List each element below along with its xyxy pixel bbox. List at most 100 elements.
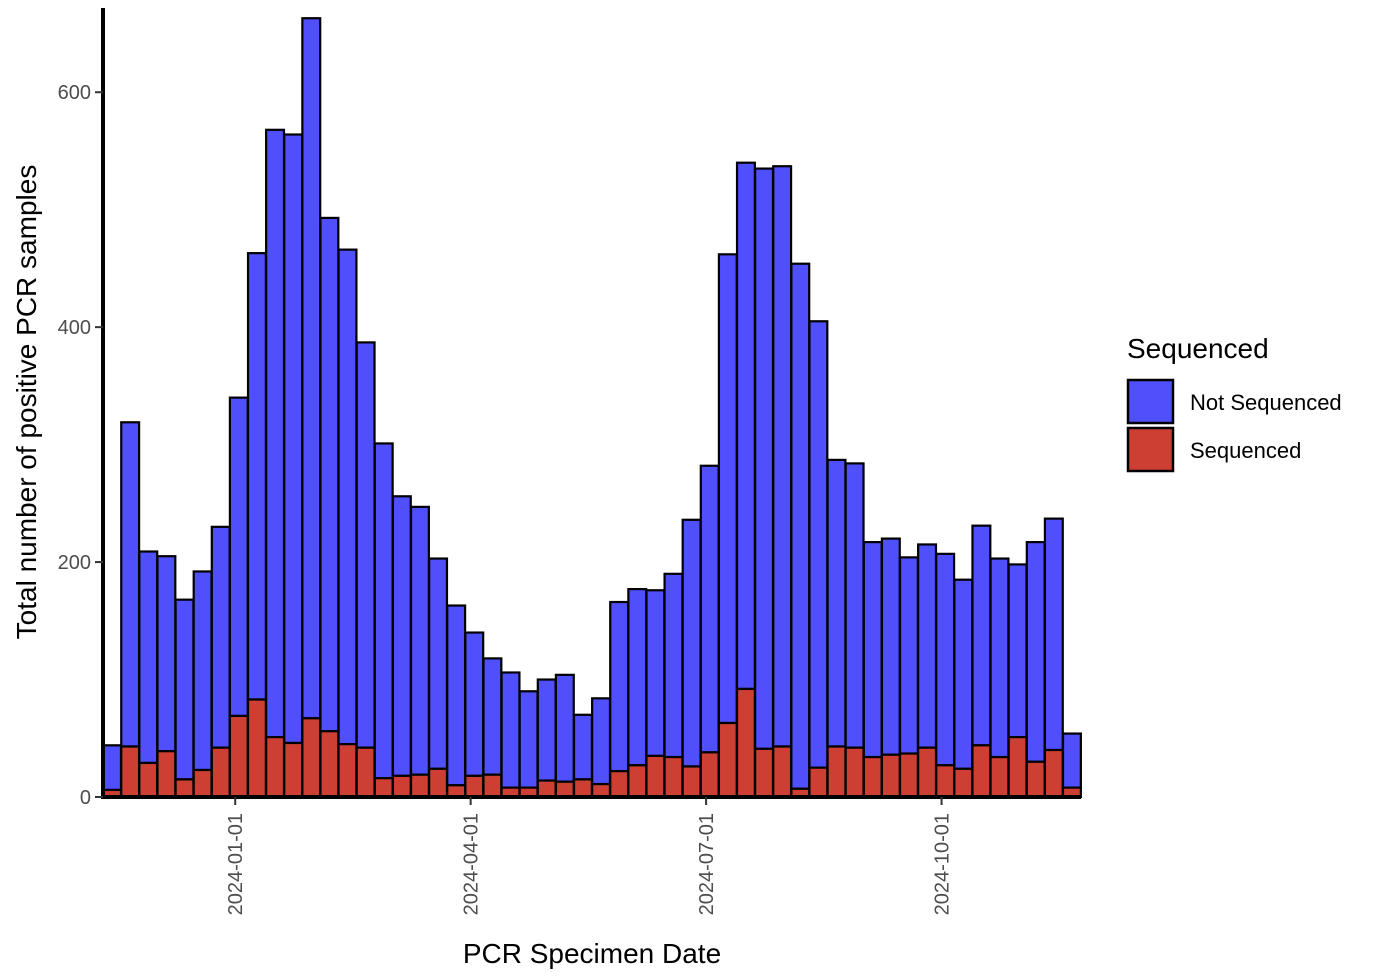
axes-layer: 0 200 400 600 2024-01-01 2024-04-01 2024-07-01… (58, 8, 1081, 915)
bar-not-sequenced (228, 396, 249, 718)
bar-not-sequenced (464, 631, 485, 777)
bar-not-sequenced (337, 248, 358, 746)
bar-not-sequenced (898, 556, 919, 755)
bar-sequenced (373, 777, 394, 799)
bar-not-sequenced (283, 133, 304, 745)
bar-not-sequenced (681, 518, 702, 768)
bar-not-sequenced (446, 604, 467, 787)
bar-not-sequenced (482, 657, 503, 776)
bar-sequenced (862, 755, 883, 799)
y-axis-title: Total number of positive PCR samples (11, 165, 42, 640)
bar-sequenced (663, 755, 684, 799)
bar-sequenced (971, 744, 992, 799)
bar-not-sequenced (120, 421, 141, 748)
legend-label-sequenced: Sequenced (1190, 438, 1301, 463)
bar-sequenced (355, 746, 376, 799)
bar-not-sequenced (699, 464, 720, 754)
bar-not-sequenced (808, 320, 829, 769)
legend-key-sequenced (1126, 426, 1175, 473)
bar-sequenced (391, 774, 412, 799)
bar-not-sequenced (373, 442, 394, 780)
bar-not-sequenced (627, 587, 648, 767)
bar-sequenced (428, 767, 449, 799)
bar-not-sequenced (645, 589, 666, 757)
bar-not-sequenced (518, 690, 539, 789)
bar-sequenced (464, 774, 485, 799)
legend-key-not-sequenced (1126, 378, 1175, 425)
bar-sequenced (120, 745, 141, 799)
bar-not-sequenced (663, 572, 684, 759)
bar-sequenced (699, 751, 720, 799)
bar-sequenced (844, 746, 865, 799)
bar-not-sequenced (935, 552, 956, 767)
bar-sequenced (989, 755, 1010, 799)
bar-sequenced (210, 746, 231, 799)
bar-not-sequenced (192, 570, 213, 772)
y-tick-label: 400 (58, 317, 91, 339)
bar-sequenced (735, 687, 756, 799)
bar-sequenced (609, 770, 630, 799)
bar-not-sequenced (591, 697, 612, 786)
x-tick-label: 2024-04-01 (461, 813, 483, 915)
bar-not-sequenced (609, 600, 630, 773)
bar-sequenced (898, 752, 919, 799)
bar-not-sequenced (210, 525, 231, 749)
bar-not-sequenced (1043, 517, 1064, 752)
bar-not-sequenced (156, 555, 177, 753)
bar-not-sequenced (319, 216, 340, 733)
bar-not-sequenced (409, 505, 430, 776)
bar-not-sequenced (428, 557, 449, 770)
bar-sequenced (717, 721, 738, 799)
x-tick-label: 2024-01-01 (225, 813, 247, 915)
bar-not-sequenced (754, 167, 775, 750)
bar-not-sequenced (246, 252, 267, 701)
bar-not-sequenced (500, 671, 521, 789)
bar-sequenced (627, 764, 648, 799)
y-tick-label: 0 (80, 787, 91, 809)
bar-sequenced (1043, 748, 1064, 799)
bar-sequenced (935, 764, 956, 799)
bar-sequenced (301, 717, 322, 799)
bar-not-sequenced (880, 537, 901, 756)
bar-not-sequenced (355, 341, 376, 749)
bar-sequenced (554, 780, 575, 799)
bar-sequenced (228, 714, 249, 799)
bar-sequenced (1025, 760, 1046, 799)
legend-label-not-sequenced: Not Sequenced (1190, 390, 1342, 415)
bar-not-sequenced (971, 524, 992, 747)
y-tick-label: 600 (58, 82, 91, 104)
bar-sequenced (645, 754, 666, 799)
x-tick-label: 2024-07-01 (696, 813, 718, 915)
bar-not-sequenced (536, 678, 557, 782)
bar-sequenced (283, 741, 304, 799)
bar-sequenced (156, 750, 177, 799)
bar-not-sequenced (717, 253, 738, 725)
bar-sequenced (754, 747, 775, 799)
bar-sequenced (246, 698, 267, 799)
bar-not-sequenced (953, 578, 974, 770)
bar-not-sequenced (772, 165, 793, 748)
legend: Sequenced Not Sequenced Sequenced (1126, 333, 1342, 473)
bar-sequenced (917, 746, 938, 799)
bar-sequenced (409, 773, 430, 799)
bar-not-sequenced (1007, 563, 1028, 739)
bar-not-sequenced (138, 550, 159, 765)
x-tick-label: 2024-10-01 (932, 813, 954, 915)
bar-not-sequenced (554, 673, 575, 783)
bar-not-sequenced (1025, 541, 1046, 763)
bar-not-sequenced (844, 462, 865, 749)
bar-not-sequenced (572, 713, 593, 781)
legend-title: Sequenced (1127, 333, 1269, 364)
bar-sequenced (772, 745, 793, 799)
bar-not-sequenced (174, 598, 195, 781)
bars-layer (102, 17, 1082, 799)
bar-sequenced (681, 765, 702, 799)
bar-sequenced (536, 779, 557, 799)
bar-not-sequenced (1061, 732, 1082, 789)
y-tick-label: 200 (58, 552, 91, 574)
bar-sequenced (953, 767, 974, 799)
bar-sequenced (265, 735, 286, 799)
bar-not-sequenced (790, 262, 811, 790)
